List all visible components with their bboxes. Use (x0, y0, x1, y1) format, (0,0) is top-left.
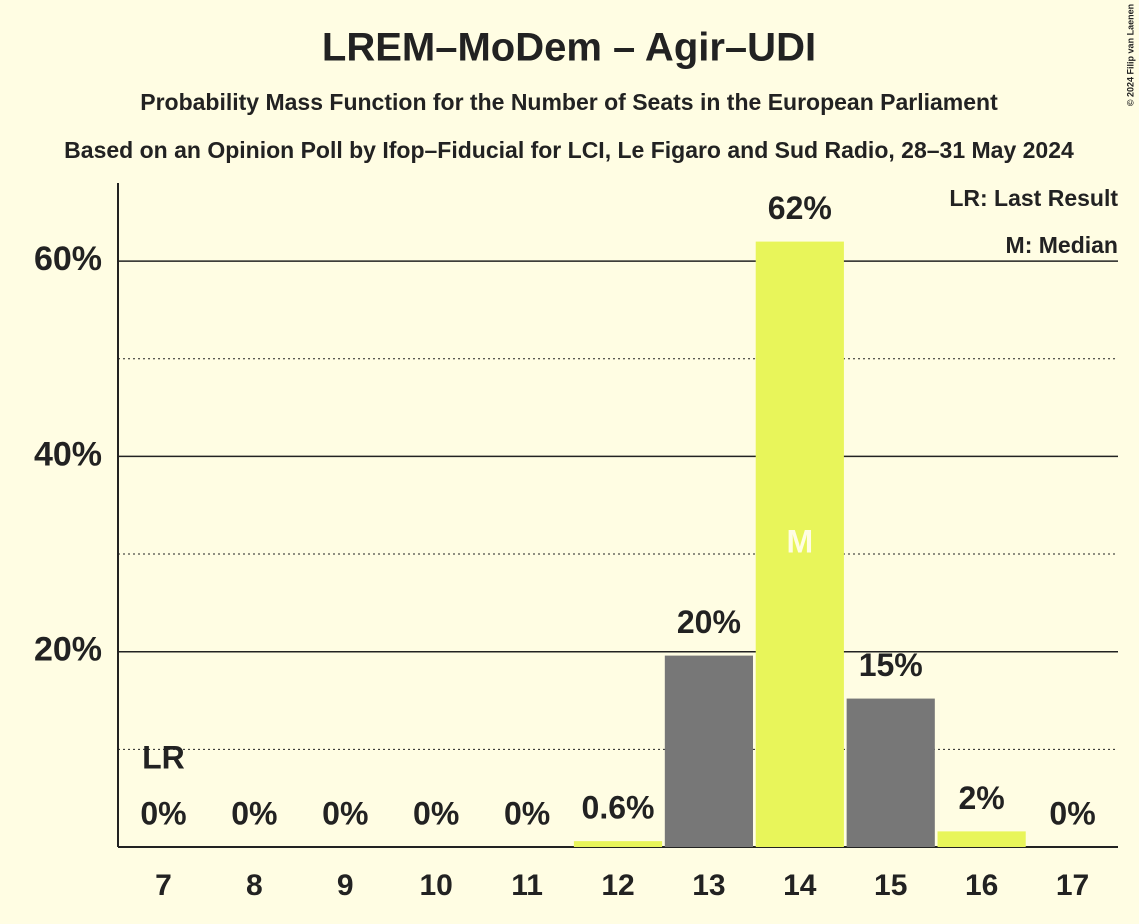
annotation: LR (142, 739, 185, 775)
value-label: 0% (231, 795, 277, 831)
value-label: 0% (413, 795, 459, 831)
chart-subtitle: Probability Mass Function for the Number… (140, 89, 998, 115)
bar (937, 831, 1026, 847)
value-label: 0% (1049, 795, 1095, 831)
x-tick-label: 11 (511, 869, 543, 902)
value-label: 0% (322, 795, 368, 831)
chart-title: LREM–MoDem – Agir–UDI (322, 26, 816, 70)
legend-entry: M: Median (1006, 232, 1118, 258)
x-tick-label: 14 (783, 869, 817, 902)
value-label: 15% (859, 647, 923, 683)
value-label: 20% (677, 604, 741, 640)
x-tick-label: 15 (874, 869, 907, 902)
bar (846, 698, 935, 847)
x-tick-label: 17 (1056, 869, 1089, 902)
bar (755, 241, 844, 847)
value-label: 2% (959, 780, 1005, 816)
y-tick-label: 20% (34, 631, 102, 669)
value-label: 0% (140, 795, 186, 831)
x-tick-label: 13 (692, 869, 725, 902)
x-tick-label: 9 (337, 869, 354, 902)
bar (573, 841, 663, 847)
y-tick-label: 60% (34, 240, 102, 278)
chart-caption: Based on an Opinion Poll by Ifop–Fiducia… (64, 137, 1074, 163)
value-label: 62% (768, 190, 832, 226)
value-label: 0% (504, 795, 550, 831)
x-tick-label: 16 (965, 869, 998, 902)
x-tick-label: 8 (246, 869, 263, 902)
x-tick-label: 12 (601, 869, 634, 902)
annotation: M (786, 524, 813, 560)
copyright: © 2024 Filip van Laenen (1125, 4, 1135, 106)
y-tick-label: 40% (34, 435, 102, 473)
bar (664, 655, 753, 847)
x-tick-label: 10 (419, 869, 452, 902)
legend-entry: LR: Last Result (949, 185, 1118, 211)
x-tick-label: 7 (155, 869, 172, 902)
value-label: 0.6% (582, 790, 655, 826)
